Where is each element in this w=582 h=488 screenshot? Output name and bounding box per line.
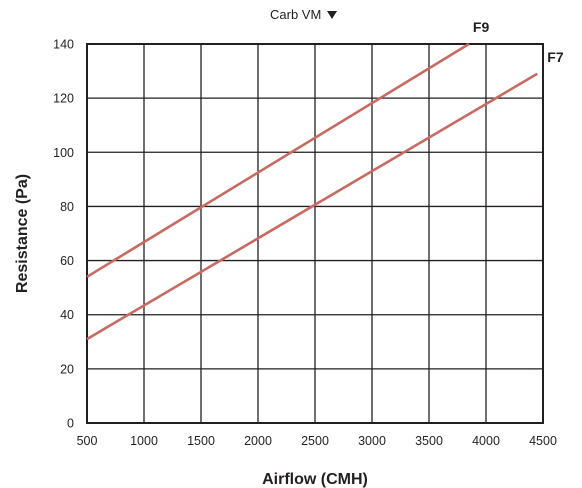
triangle-down-icon [327,10,338,19]
x-tick-label: 500 [77,434,98,448]
y-tick-label: 140 [53,38,74,52]
y-tick-label: 0 [67,417,74,431]
x-tick-label: 4000 [472,434,500,448]
filter-selector-label: Carb VM [270,7,322,22]
filter-selector[interactable]: Carb VM [270,7,338,22]
x-axis-label: Airflow (CMH) [262,471,368,488]
y-tick-label: 40 [60,308,74,322]
x-tick-label: 1000 [130,434,158,448]
y-tick-label: 80 [60,200,74,214]
x-tick-label: 3000 [358,434,386,448]
x-tick-label: 2500 [301,434,329,448]
x-tick-label: 2000 [244,434,272,448]
x-tick-label: 3500 [415,434,443,448]
series-line-f7 [86,72,538,341]
plot-frame [86,43,544,424]
y-tick-label: 20 [60,362,74,376]
y-tick-label: 100 [53,146,74,160]
series-line-f9 [86,42,470,278]
x-tick-label: 1500 [187,434,215,448]
x-tick-label: 4500 [529,434,557,448]
series-label-f7: F7 [547,49,564,65]
series-label-f9: F9 [473,19,490,35]
y-tick-label: 60 [60,254,74,268]
y-axis-label: Resistance (Pa) [14,174,31,293]
y-tick-label: 120 [53,92,74,106]
